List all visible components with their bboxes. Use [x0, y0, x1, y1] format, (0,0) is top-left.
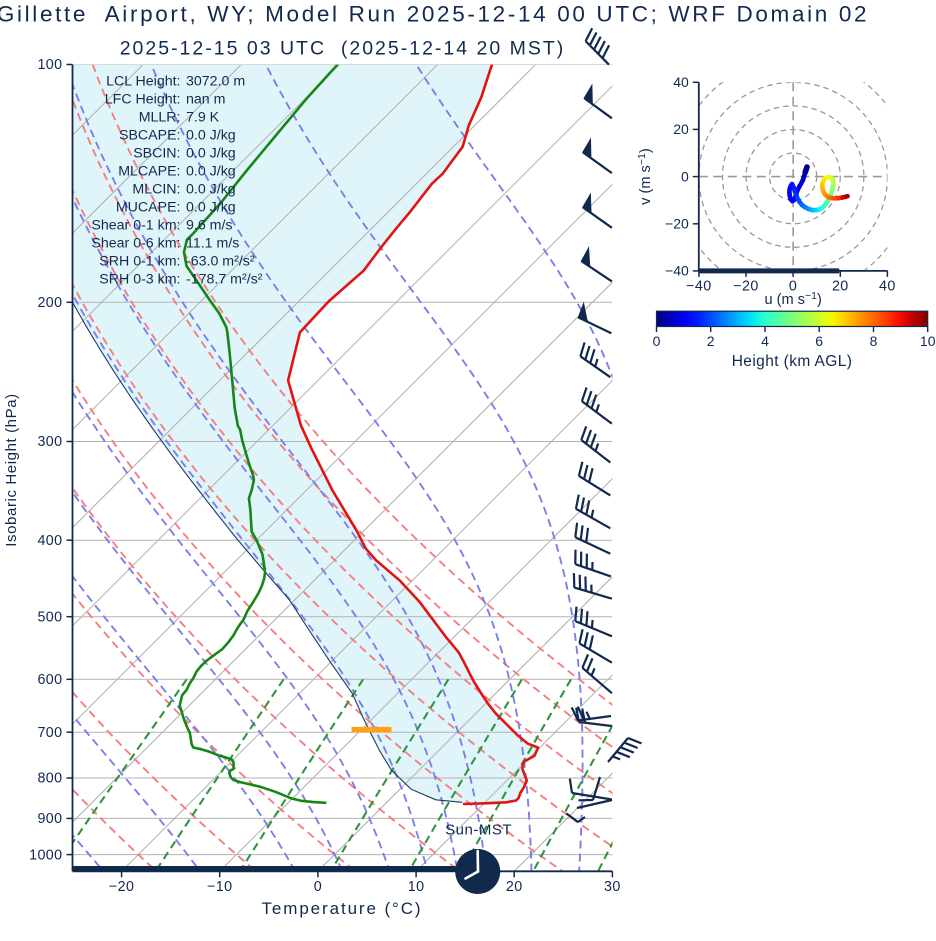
svg-text:2025-12-15 03 UTC (2025-12-14: 2025-12-15 03 UTC (2025-12-14 20 MST) — [120, 38, 566, 60]
svg-text:4: 4 — [761, 333, 769, 349]
svg-text:Gillette Airport, WY; Model R: Gillette Airport, WY; Model Run 2025-12-… — [0, 2, 869, 27]
svg-text:900: 900 — [37, 811, 62, 827]
svg-text:0: 0 — [653, 333, 661, 349]
svg-text:MLCAPE:: MLCAPE: — [118, 163, 180, 179]
svg-text:30: 30 — [604, 879, 621, 895]
svg-text:−40: −40 — [686, 278, 711, 294]
svg-text:-63.0 m²/s²: -63.0 m²/s² — [186, 253, 255, 269]
svg-text:Shear 0-1 km:: Shear 0-1 km: — [91, 217, 180, 233]
svg-text:40: 40 — [879, 278, 896, 294]
svg-text:700: 700 — [37, 725, 62, 741]
svg-text:0.0 J/kg: 0.0 J/kg — [186, 163, 236, 179]
svg-text:20: 20 — [673, 121, 689, 137]
svg-text:MLLR:: MLLR: — [139, 109, 181, 125]
svg-text:200: 200 — [37, 295, 62, 311]
svg-text:SBCAPE:: SBCAPE: — [119, 127, 181, 143]
svg-text:−10: −10 — [207, 879, 232, 895]
svg-text:−40: −40 — [665, 263, 689, 279]
svg-text:600: 600 — [37, 672, 62, 688]
svg-text:11.1 m/s: 11.1 m/s — [186, 235, 239, 251]
svg-text:0.0 J/kg: 0.0 J/kg — [186, 145, 236, 161]
svg-text:0: 0 — [314, 879, 322, 895]
svg-text:800: 800 — [37, 771, 62, 787]
svg-text:LCL Height:: LCL Height: — [106, 73, 180, 89]
svg-text:MLCIN:: MLCIN: — [132, 181, 180, 197]
svg-text:10: 10 — [408, 879, 425, 895]
svg-text:0.0 J/kg: 0.0 J/kg — [186, 127, 236, 143]
svg-text:−20: −20 — [109, 879, 134, 895]
svg-text:Height (km AGL): Height (km AGL) — [732, 353, 853, 370]
svg-text:9.6 m/s: 9.6 m/s — [186, 217, 233, 233]
svg-text:400: 400 — [37, 533, 62, 549]
svg-text:300: 300 — [37, 434, 62, 450]
svg-text:−20: −20 — [733, 278, 758, 294]
svg-text:−20: −20 — [665, 215, 689, 231]
svg-text:20: 20 — [506, 879, 523, 895]
svg-text:-178.7 m²/s²: -178.7 m²/s² — [186, 271, 263, 287]
svg-text:Isobaric Height (hPa): Isobaric Height (hPa) — [3, 393, 20, 547]
svg-text:nan m: nan m — [186, 91, 225, 107]
svg-text:0.0 J/kg: 0.0 J/kg — [186, 199, 236, 215]
svg-text:6: 6 — [815, 333, 823, 349]
svg-text:10: 10 — [920, 333, 936, 349]
svg-text:0: 0 — [681, 168, 689, 184]
svg-text:20: 20 — [832, 278, 849, 294]
svg-text:100: 100 — [37, 57, 62, 73]
svg-text:Temperature (°C): Temperature (°C) — [262, 899, 423, 918]
svg-text:SBCIN:: SBCIN: — [133, 145, 180, 161]
svg-text:SRH 0-1 km:: SRH 0-1 km: — [99, 253, 180, 269]
svg-text:0.0 J/kg: 0.0 J/kg — [186, 181, 236, 197]
svg-text:40: 40 — [673, 74, 689, 90]
svg-text:Shear 0-6 km:: Shear 0-6 km: — [91, 235, 180, 251]
svg-text:500: 500 — [37, 609, 62, 625]
svg-text:LFC Height:: LFC Height: — [105, 91, 181, 107]
svg-text:3072.0 m: 3072.0 m — [186, 73, 245, 89]
svg-text:Sun-MST: Sun-MST — [445, 822, 512, 839]
svg-text:8: 8 — [870, 333, 878, 349]
svg-text:7.9 K: 7.9 K — [186, 109, 220, 125]
svg-text:SRH 0-3 km:: SRH 0-3 km: — [99, 271, 180, 287]
svg-text:1000: 1000 — [29, 847, 62, 863]
svg-text:2: 2 — [707, 333, 715, 349]
svg-text:MUCAPE:: MUCAPE: — [116, 199, 181, 215]
